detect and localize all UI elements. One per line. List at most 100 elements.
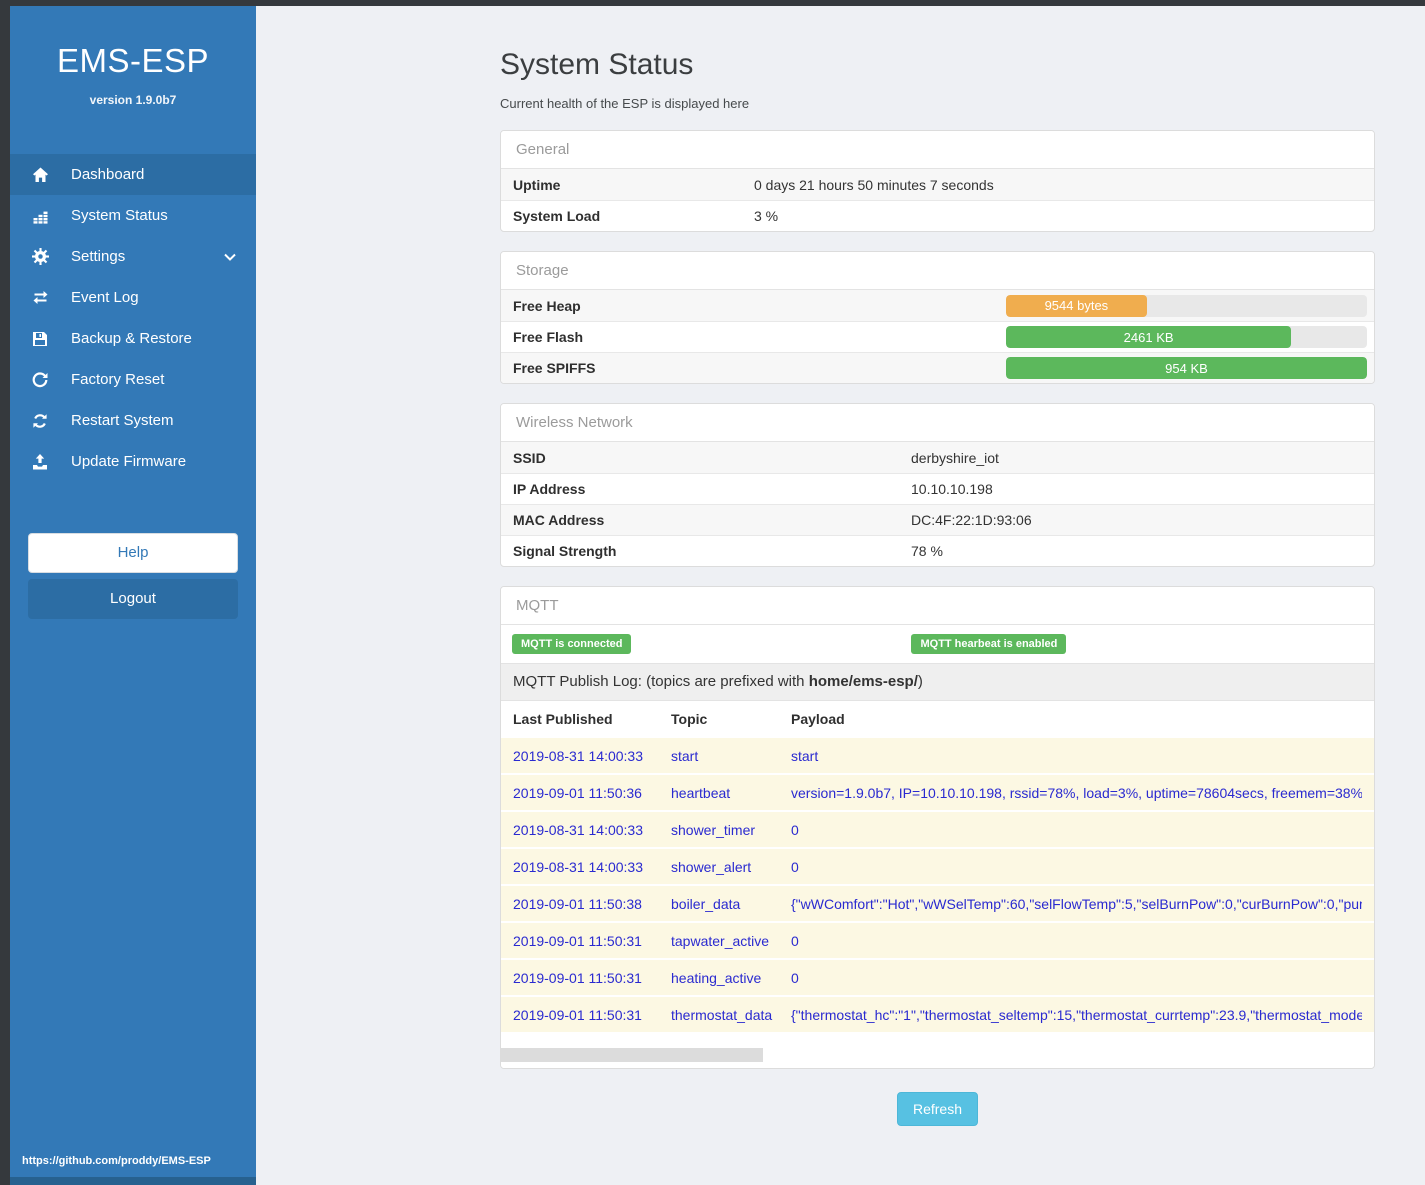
table-row: 2019-09-01 11:50:31 thermostat_data {"th… [501, 995, 1374, 1032]
row-label: Uptime [513, 176, 561, 193]
log-payload: start [791, 747, 819, 764]
log-payload: 0 [791, 969, 799, 986]
help-button[interactable]: Help [28, 533, 238, 573]
log-time: 2019-08-31 14:00:33 [513, 821, 643, 838]
row-value: DC:4F:22:1D:93:06 [911, 512, 1032, 528]
sidebar-nav: Dashboard System Status [10, 154, 256, 482]
log-payload: version=1.9.0b7, IP=10.10.10.198, rssid=… [791, 784, 1362, 801]
log-topic: shower_timer [671, 821, 756, 838]
general-header: General [501, 131, 1374, 169]
mqtt-badges: MQTT is connected MQTT hearbeat is enabl… [501, 625, 1374, 663]
logout-button[interactable]: Logout [28, 579, 238, 619]
mqtt-log-column-headers: Last Published Topic Payload [501, 701, 1374, 736]
row-label: Free Flash [513, 329, 584, 345]
bar-chart-icon [30, 208, 50, 224]
log-time: 2019-09-01 11:50:38 [513, 895, 642, 912]
log-payload: 0 [791, 821, 799, 838]
sidebar-item-factory-reset[interactable]: Factory Reset [10, 359, 256, 400]
refresh-button[interactable]: Refresh [896, 1092, 979, 1126]
table-row: 2019-09-01 11:50:38 boiler_data {"wWComf… [501, 884, 1374, 921]
log-topic: tapwater_active [671, 932, 770, 949]
log-time: 2019-08-31 14:00:33 [513, 747, 643, 764]
log-topic: start [671, 747, 699, 764]
free-flash-bar: 2461 KB [1006, 326, 1292, 348]
sidebar-item-update-firmware[interactable]: Update Firmware [10, 441, 256, 482]
log-topic: shower_alert [671, 858, 752, 875]
horizontal-scrollbar [501, 1032, 1374, 1068]
free-spiffs-bar: 954 KB [1006, 357, 1367, 379]
scrollbar-thumb[interactable] [501, 1048, 763, 1062]
row-value: 10.10.10.198 [911, 481, 993, 497]
row-value: derbyshire_iot [911, 449, 999, 466]
home-icon [30, 167, 50, 183]
row-value: 3 % [754, 208, 779, 224]
row-value: 0 days 21 hours 50 minutes 7 seconds [754, 176, 994, 193]
mqtt-publish-log-title: MQTT Publish Log: (topics are prefixed w… [501, 663, 1374, 701]
rotate-icon [30, 371, 50, 388]
log-topic: heating_active [671, 969, 762, 986]
table-row: Free Flash 2461 KB [501, 321, 1374, 352]
sidebar-item-backup-restore[interactable]: Backup & Restore [10, 318, 256, 359]
free-flash-bar-track: 2461 KB [1006, 326, 1367, 348]
sidebar-item-label: Update Firmware [71, 453, 187, 470]
row-label: Free Heap [513, 297, 581, 314]
storage-card: Storage Free Heap 9544 bytes Free Flash … [500, 251, 1375, 384]
row-label: IP Address [513, 481, 586, 497]
sidebar-item-event-log[interactable]: Event Log [10, 277, 256, 318]
table-row: 2019-09-01 11:50:31 tapwater_active 0 [501, 921, 1374, 958]
sidebar-item-label: Event Log [71, 289, 139, 306]
log-topic: heartbeat [671, 784, 731, 801]
mqtt-card: MQTT MQTT is connected MQTT hearbeat is … [500, 586, 1375, 1069]
column-header-topic: Topic [671, 710, 708, 727]
github-link[interactable]: https://github.com/proddy/EMS-ESP [22, 1155, 211, 1167]
sidebar-item-settings[interactable]: Settings [10, 236, 256, 277]
log-payload: 0 [791, 858, 799, 875]
row-label: Signal Strength [513, 543, 617, 559]
column-header-last-published: Last Published [513, 710, 613, 727]
page-title: System Status [500, 48, 694, 81]
sidebar-footer: https://github.com/proddy/EMS-ESP [10, 1155, 256, 1185]
table-row: Uptime 0 days 21 hours 50 minutes 7 seco… [501, 169, 1374, 200]
column-header-payload: Payload [791, 710, 845, 727]
mqtt-heartbeat-badge: MQTT hearbeat is enabled [911, 634, 1067, 654]
sidebar-item-label: System Status [71, 207, 168, 224]
log-payload: 0 [791, 932, 799, 949]
table-row: Signal Strength 78 % [501, 535, 1374, 566]
mqtt-header: MQTT [501, 587, 1374, 625]
mqtt-connected-badge: MQTT is connected [512, 634, 632, 654]
sidebar-item-label: Dashboard [71, 166, 145, 183]
upload-icon [30, 453, 50, 470]
log-topic: thermostat_data [671, 1006, 773, 1023]
exchange-icon [30, 290, 50, 305]
page-subtitle: Current health of the ESP is displayed h… [500, 96, 750, 111]
sidebar-item-label: Restart System [71, 412, 174, 429]
table-row: Free Heap 9544 bytes [501, 290, 1374, 321]
wireless-card: Wireless Network SSID derbyshire_iot IP … [500, 403, 1375, 567]
table-row: MAC Address DC:4F:22:1D:93:06 [501, 504, 1374, 535]
log-time: 2019-09-01 11:50:31 [513, 1006, 642, 1023]
sync-icon [30, 413, 50, 429]
log-payload: {"thermostat_hc":"1","thermostat_seltemp… [791, 1006, 1362, 1023]
free-heap-bar-track: 9544 bytes [1006, 294, 1367, 317]
main-area: System Status Current health of the ESP … [256, 6, 1425, 1185]
sidebar-item-restart-system[interactable]: Restart System [10, 400, 256, 441]
sidebar-item-label: Factory Reset [71, 371, 165, 388]
log-time: 2019-09-01 11:50:31 [513, 932, 642, 949]
log-time: 2019-09-01 11:50:31 [513, 969, 642, 986]
free-spiffs-bar-track: 954 KB [1006, 357, 1367, 379]
table-row: IP Address 10.10.10.198 [501, 473, 1374, 504]
sidebar-item-label: Settings [71, 248, 126, 265]
row-label: MAC Address [513, 512, 605, 528]
chevron-down-icon [224, 253, 236, 261]
gear-icon [30, 248, 50, 265]
table-row: 2019-08-31 14:00:33 shower_timer 0 [501, 810, 1374, 847]
sidebar-item-label: Backup & Restore [71, 330, 192, 347]
sidebar-item-dashboard[interactable]: Dashboard [10, 154, 256, 195]
table-row: 2019-08-31 14:00:33 start start [501, 736, 1374, 773]
publish-log-text: MQTT Publish Log: (topics are prefixed w… [513, 673, 809, 690]
sidebar-item-system-status[interactable]: System Status [10, 195, 256, 236]
log-time: 2019-08-31 14:00:33 [513, 858, 643, 875]
row-value: 78 % [911, 543, 943, 559]
publish-log-prefix: home/ems-esp/ [808, 673, 918, 690]
sidebar: EMS-ESP version 1.9.0b7 Dashboard System… [10, 6, 256, 1185]
